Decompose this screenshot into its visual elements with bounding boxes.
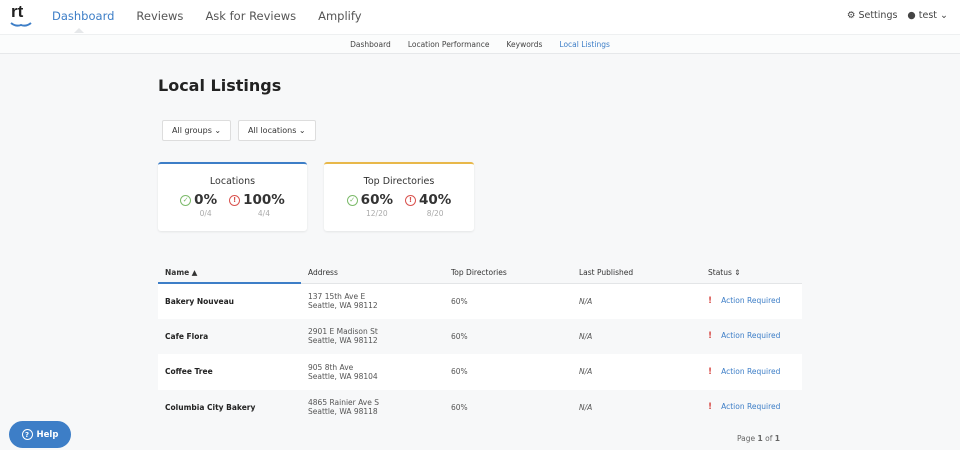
alert-circle-icon: ! — [229, 194, 241, 206]
chevron-down-icon: ⌄ — [298, 126, 306, 135]
col-address: Address — [301, 262, 444, 284]
location-name[interactable]: Columbia City Bakery — [158, 389, 301, 425]
groups-dropdown[interactable]: All groups ⌄ — [162, 120, 232, 141]
top-directories-card: Top Directories ✓ 60% 12/20 ! 40% 8/20 — [324, 162, 474, 231]
action-required-link[interactable]: Action Required — [721, 296, 781, 305]
last-published: N/A — [572, 318, 701, 354]
col-status[interactable]: Status ⇕ — [701, 262, 802, 284]
col-top-directories: Top Directories — [444, 262, 572, 284]
page-title: Local Listings — [158, 76, 282, 95]
main-nav: Dashboard Reviews Ask for Reviews Amplif… — [52, 9, 384, 23]
logo[interactable]: rt — [10, 2, 32, 29]
subnav-keywords[interactable]: Keywords — [506, 40, 543, 49]
top-directories: 60% — [444, 354, 572, 390]
address: 4865 Rainier Ave S Seattle, WA 98118 — [301, 389, 444, 425]
nav-amplify[interactable]: Amplify — [318, 9, 362, 23]
status[interactable]: ! Action Required — [701, 389, 802, 425]
settings-button[interactable]: ⚙ Settings — [846, 10, 898, 21]
action-required-link[interactable]: Action Required — [721, 402, 781, 412]
address: 905 8th Ave Seattle, WA 98104 — [301, 354, 444, 390]
action-required-link[interactable]: Action Required — [721, 331, 781, 341]
top-directories: 60% — [444, 318, 572, 354]
location-name[interactable]: Cafe Flora — [158, 318, 301, 354]
exclamation-icon: ! — [708, 366, 713, 377]
active-caret — [74, 28, 84, 33]
subnav-local-listings[interactable]: Local Listings — [559, 40, 610, 49]
help-button[interactable]: ? Help — [9, 421, 71, 448]
user-menu[interactable]: ● test ⌄ — [907, 10, 948, 21]
nav-ask-for-reviews[interactable]: Ask for Reviews — [205, 9, 297, 23]
locations-dropdown[interactable]: All locations ⌄ — [238, 120, 316, 141]
status[interactable]: ! Action Required — [701, 283, 802, 319]
nav-dashboard[interactable]: Dashboard — [52, 9, 115, 23]
last-published: N/A — [572, 283, 701, 319]
check-circle-icon: ✓ — [180, 194, 192, 206]
listings-table: Name ▲ Address Top Directories Last Publ… — [158, 262, 802, 425]
last-published: N/A — [572, 354, 701, 390]
top-directories: 60% — [444, 283, 572, 319]
status[interactable]: ! Action Required — [701, 318, 802, 354]
exclamation-icon: ! — [708, 296, 713, 306]
pagination: Page 1 of 1 — [736, 434, 780, 443]
exclamation-icon: ! — [708, 402, 713, 413]
gear-icon: ⚙ — [846, 10, 856, 21]
exclamation-icon: ! — [708, 331, 713, 342]
address: 2901 E Madison St Seattle, WA 98112 — [301, 318, 444, 354]
nav-reviews[interactable]: Reviews — [136, 9, 184, 23]
last-published: N/A — [572, 389, 701, 425]
sort-icon: ⇕ — [734, 267, 741, 277]
alert-circle-icon: ! — [405, 194, 416, 206]
user-icon: ● — [907, 10, 916, 21]
table-row[interactable]: Bakery Nouveau 137 15th Ave E Seattle, WA… — [158, 283, 802, 319]
logo-swoosh-icon — [10, 22, 32, 27]
status[interactable]: ! Action Required — [701, 354, 802, 390]
subnav-location-performance[interactable]: Location Performance — [407, 40, 490, 49]
subnav-dashboard[interactable]: Dashboard — [350, 40, 391, 49]
top-bar: rt Dashboard Reviews Ask for Reviews Amp… — [0, 0, 960, 34]
chevron-down-icon: ⌄ — [940, 10, 948, 21]
sort-asc-icon: ▲ — [191, 267, 198, 277]
top-directories: 60% — [444, 389, 572, 425]
question-icon: ? — [21, 429, 33, 440]
locations-card: Locations ✓ 0% 0/4 ! 100% 4/4 — [158, 162, 307, 231]
check-circle-icon: ✓ — [346, 194, 358, 206]
table-row[interactable]: Cafe Flora 2901 E Madison St Seattle, WA … — [158, 318, 802, 354]
sub-nav: Dashboard Location Performance Keywords … — [0, 34, 960, 54]
col-last-published: Last Published — [572, 262, 701, 284]
address: 137 15th Ave E Seattle, WA 98112 — [301, 283, 444, 319]
location-name[interactable]: Bakery Nouveau — [158, 283, 301, 319]
location-name[interactable]: Coffee Tree — [158, 354, 301, 390]
chevron-down-icon: ⌄ — [214, 126, 222, 135]
col-name[interactable]: Name ▲ — [158, 262, 301, 284]
action-required-link[interactable]: Action Required — [721, 366, 781, 376]
table-row[interactable]: Coffee Tree 905 8th Ave Seattle, WA 98104… — [158, 354, 802, 390]
